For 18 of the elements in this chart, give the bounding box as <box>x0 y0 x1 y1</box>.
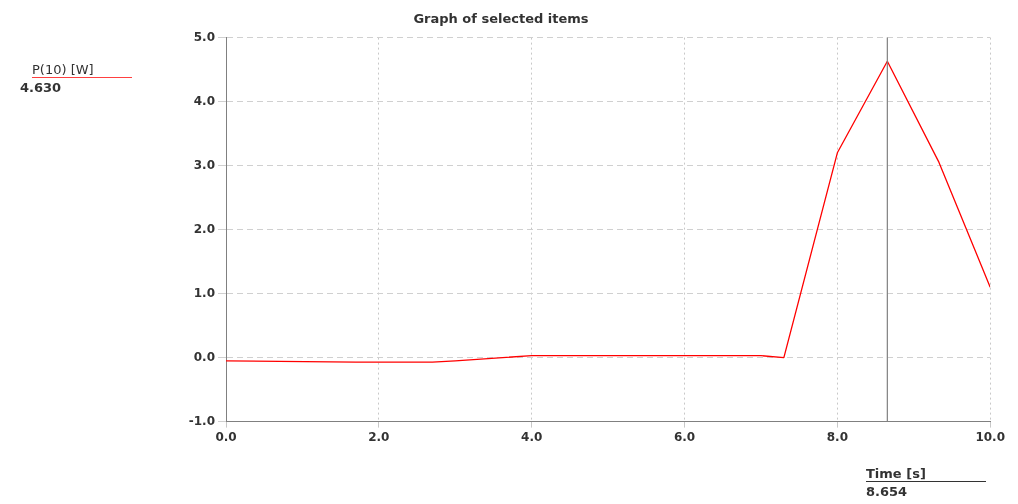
y-tick-label: -1.0 <box>188 413 215 428</box>
x-tick-label: 8.0 <box>826 429 848 444</box>
y-tick-label: 0.0 <box>193 349 215 364</box>
chart-title: Graph of selected items <box>413 11 589 27</box>
text: P(10) [W] <box>32 62 132 78</box>
x-tick-label: 0.0 <box>215 429 237 444</box>
y-tick-label: 2.0 <box>193 221 215 236</box>
y-tick-label: 3.0 <box>193 157 215 172</box>
y-tick-label: 4.0 <box>193 93 215 108</box>
x-tick-label: 2.0 <box>368 429 390 444</box>
text: 4.630 <box>20 80 62 95</box>
text: 8.654 <box>866 484 908 499</box>
x-tick-label: 6.0 <box>673 429 696 444</box>
y-tick-label: 1.0 <box>193 285 215 300</box>
x-tick-label: 4.0 <box>521 429 543 444</box>
x-axis-title: Time [s] <box>866 466 986 482</box>
x-tick-label: 10.0 <box>975 429 1005 444</box>
y-tick-label: 5.0 <box>193 29 215 44</box>
